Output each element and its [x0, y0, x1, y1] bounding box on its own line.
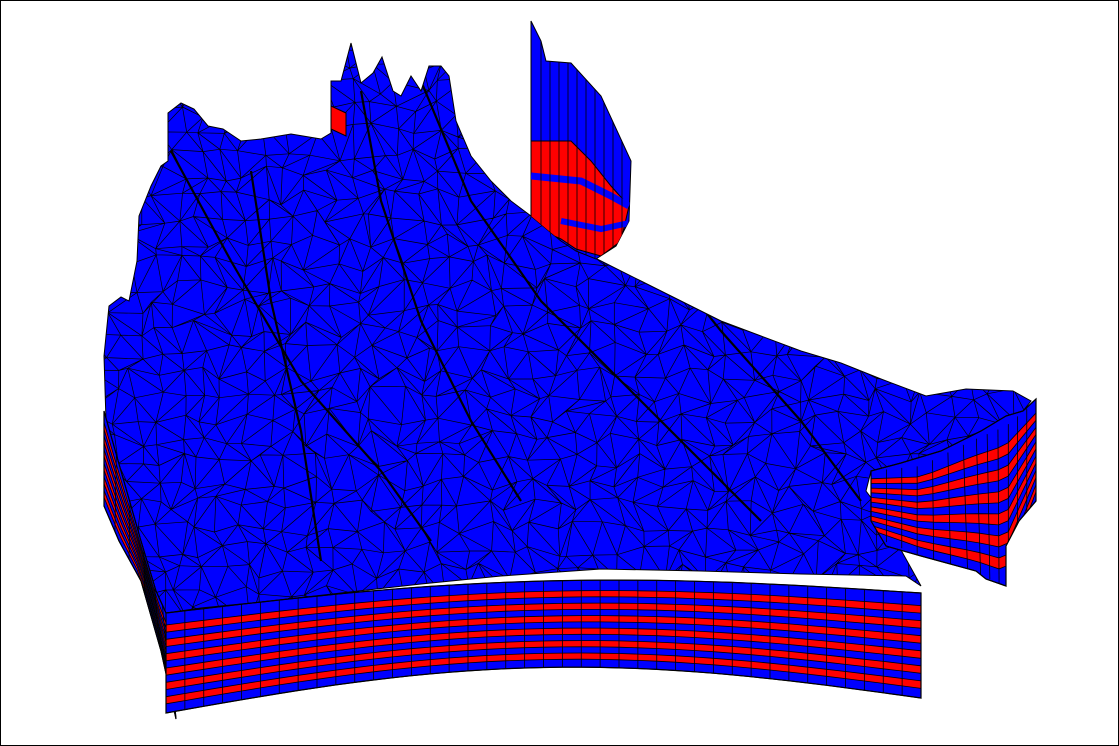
stratum-red-layer [871, 440, 1036, 509]
notch-blue-seam [531, 172, 631, 210]
top-surface-mesh [103, 42, 1032, 614]
front-face-layers [165, 579, 922, 714]
notch-blue-seam [560, 218, 630, 233]
stratum-red-layer [871, 470, 1036, 548]
surface-ridge-line [419, 80, 762, 522]
column-edge [143, 550, 146, 594]
left-face-outline [103, 410, 177, 720]
column-edge [997, 429, 1000, 584]
column-edge [947, 452, 952, 566]
column-edge [986, 434, 991, 580]
right-block-outline [870, 397, 1037, 587]
column-edge [932, 460, 935, 560]
surface-ridge-line [249, 170, 323, 562]
right-block-layers [870, 397, 1037, 587]
stratum-red-layer [871, 455, 1036, 526]
notch-wall [530, 20, 632, 260]
column-edge [975, 438, 982, 576]
front-face-outline [165, 579, 922, 714]
column-edge [962, 444, 968, 571]
column-edge [128, 502, 131, 560]
stratum-red-layer [871, 426, 1036, 497]
left-face-layers [103, 410, 177, 720]
surface-ridge-line [170, 150, 432, 542]
column-edge [114, 454, 117, 532]
surface-ridge-line [359, 90, 522, 502]
stratum-red-layer [871, 411, 1036, 484]
stratum-red-layer [871, 484, 1036, 570]
column-edge [154, 586, 160, 645]
peak-red-layer [330, 105, 347, 137]
